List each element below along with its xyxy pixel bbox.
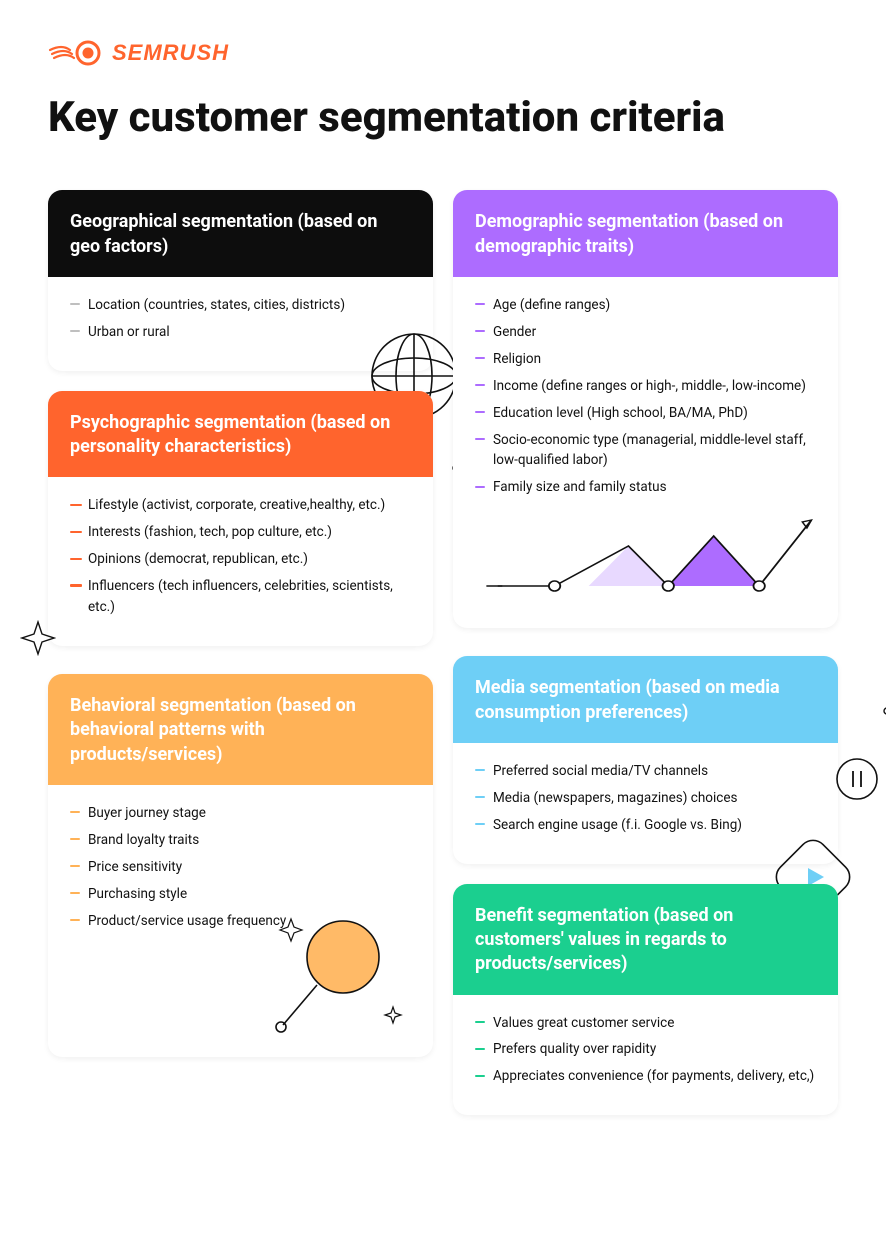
card-body-behavioral: Buyer journey stage Brand loyalty traits P… [48,785,433,1058]
demographic-chart [475,516,816,606]
list-demographic: Age (define ranges) Gender Religion Income … [475,295,816,498]
card-header-behavioral: Behavioral segmentation (based on behavi… [48,674,433,785]
list-item: Interests (fashion, tech, pop culture, e… [70,522,411,543]
list-item: Search engine usage (f.i. Google vs. Bin… [475,815,816,836]
list-item: Lifestyle (activist, corporate, creative… [70,495,411,516]
list-item: Religion [475,349,816,370]
card-header-demographic: Demographic segmentation (based on demog… [453,190,838,277]
card-header-benefit: Benefit segmentation (based on customers… [453,884,838,995]
card-benefit: Benefit segmentation (based on customers… [453,884,838,1116]
chart-peak-1 [589,546,669,586]
list-item: Prefers quality over rapidity [475,1039,816,1060]
list-item: Location (countries, states, cities, dis… [70,295,411,316]
card-media: Media segmentation (based on media consu… [453,656,838,863]
list-benefit: Values great customer service Prefers qua… [475,1013,816,1088]
list-media: Preferred social media/TV channels Media … [475,761,816,836]
list-item: Urban or rural [70,322,411,343]
card-body-psychographic: Lifestyle (activist, corporate, creative… [48,477,433,646]
card-demographic: Demographic segmentation (based on demog… [453,190,838,628]
list-item: Buyer journey stage [70,803,411,824]
right-column: Demographic segmentation (based on demog… [453,190,838,1115]
list-item: Price sensitivity [70,857,411,878]
list-item: Influencers (tech influencers, celebriti… [70,576,411,618]
list-item: Age (define ranges) [475,295,816,316]
list-behavioral: Buyer journey stage Brand loyalty traits P… [70,803,411,932]
list-item: Preferred social media/TV channels [475,761,816,782]
semrush-flame-icon [48,40,104,66]
list-item: Opinions (democrat, republican, etc.) [70,549,411,570]
cards-grid: Geographical segmentation (based on geo … [48,190,838,1115]
list-item: Education level (High school, BA/MA, PhD… [475,403,816,424]
card-psychographic: Psychographic segmentation (based on per… [48,391,433,646]
card-header-media: Media segmentation (based on media consu… [453,656,838,743]
chart-peak-2 [668,536,759,586]
brand-name: SEMRUSH [112,40,229,66]
list-item: Product/service usage frequency [70,911,411,932]
card-behavioral: Behavioral segmentation (based on behavi… [48,674,433,1058]
list-item: Appreciates convenience (for payments, d… [475,1066,816,1087]
page-title: Key customer segmentation criteria [48,94,728,142]
small-circle-icon-2 [880,704,886,718]
card-body-geographical: Location (countries, states, cities, dis… [48,277,433,371]
list-psychographic: Lifestyle (activist, corporate, creative… [70,495,411,618]
card-header-geographical: Geographical segmentation (based on geo … [48,190,433,277]
card-body-benefit: Values great customer service Prefers qua… [453,995,838,1116]
card-body-media: Preferred social media/TV channels Media … [453,743,838,864]
card-header-psychographic: Psychographic segmentation (based on per… [48,391,433,478]
card-geographical: Geographical segmentation (based on geo … [48,190,433,370]
list-item: Socio-economic type (managerial, middle-… [475,430,816,472]
left-column: Geographical segmentation (based on geo … [48,190,433,1057]
list-item: Purchasing style [70,884,411,905]
list-item: Values great customer service [475,1013,816,1034]
card-body-demographic: Age (define ranges) Gender Religion Income … [453,277,838,628]
list-item: Family size and family status [475,477,816,498]
pause-icon [832,754,882,804]
list-item: Brand loyalty traits [70,830,411,851]
list-item: Income (define ranges or high-, middle-,… [475,376,816,397]
list-geographical: Location (countries, states, cities, dis… [70,295,411,343]
brand-logo: SEMRUSH [48,40,838,66]
list-item: Gender [475,322,816,343]
list-item: Media (newspapers, magazines) choices [475,788,816,809]
